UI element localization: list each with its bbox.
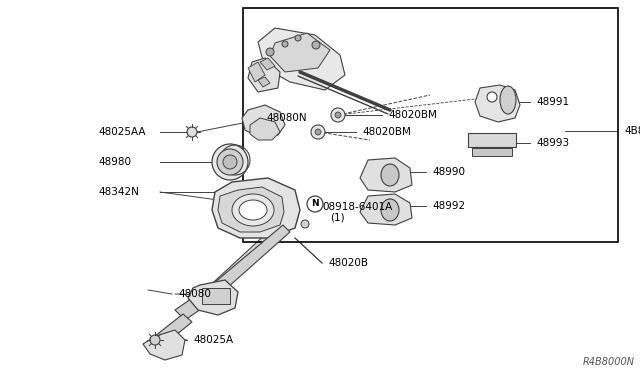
Polygon shape [360,194,412,225]
Circle shape [301,220,309,228]
Polygon shape [270,33,330,72]
Polygon shape [258,28,345,90]
Polygon shape [212,178,300,238]
Circle shape [295,35,301,41]
Ellipse shape [381,164,399,186]
Text: 48020BM: 48020BM [388,110,437,120]
Polygon shape [175,285,220,320]
Polygon shape [218,187,284,232]
Polygon shape [250,118,280,140]
Polygon shape [150,314,192,348]
Circle shape [217,149,243,175]
Polygon shape [242,105,285,138]
Circle shape [487,92,497,102]
Text: 48993: 48993 [536,138,569,148]
Bar [472,148,512,156]
Text: 48990: 48990 [432,167,465,177]
Ellipse shape [232,194,274,226]
Text: 48980: 48980 [98,157,131,167]
Polygon shape [208,225,290,296]
Text: 48025A: 48025A [193,335,233,345]
Polygon shape [475,85,520,122]
Circle shape [282,41,288,47]
Circle shape [335,112,341,118]
Bar [468,133,516,147]
Circle shape [331,108,345,122]
Text: 48991: 48991 [536,97,569,107]
Polygon shape [248,58,280,92]
Polygon shape [260,58,275,70]
Bar [243,8,618,242]
Polygon shape [188,280,238,315]
Circle shape [150,335,160,345]
Text: 48080N: 48080N [266,113,307,123]
Text: 48342N: 48342N [98,187,139,197]
Ellipse shape [239,200,267,220]
Circle shape [315,129,321,135]
Text: 48080: 48080 [178,289,211,299]
Polygon shape [143,330,185,360]
Circle shape [311,125,325,139]
Bar [202,288,230,304]
Circle shape [312,41,320,49]
Text: (1): (1) [330,213,344,223]
Circle shape [187,127,197,137]
Polygon shape [248,62,265,82]
Text: N: N [311,199,319,208]
Circle shape [223,155,237,169]
Text: 48020BM: 48020BM [362,127,411,137]
Text: 08918-6401A: 08918-6401A [322,202,392,212]
Text: 4B810: 4B810 [624,126,640,136]
Text: 48020B: 48020B [328,258,368,268]
Polygon shape [258,77,270,87]
Circle shape [212,144,248,180]
Ellipse shape [381,199,399,221]
Ellipse shape [500,86,516,114]
Polygon shape [360,158,412,192]
Text: R4B8000N: R4B8000N [583,357,635,367]
Text: 48992: 48992 [432,201,465,211]
Text: 48025AA: 48025AA [98,127,145,137]
Circle shape [266,48,274,56]
Circle shape [307,196,323,212]
